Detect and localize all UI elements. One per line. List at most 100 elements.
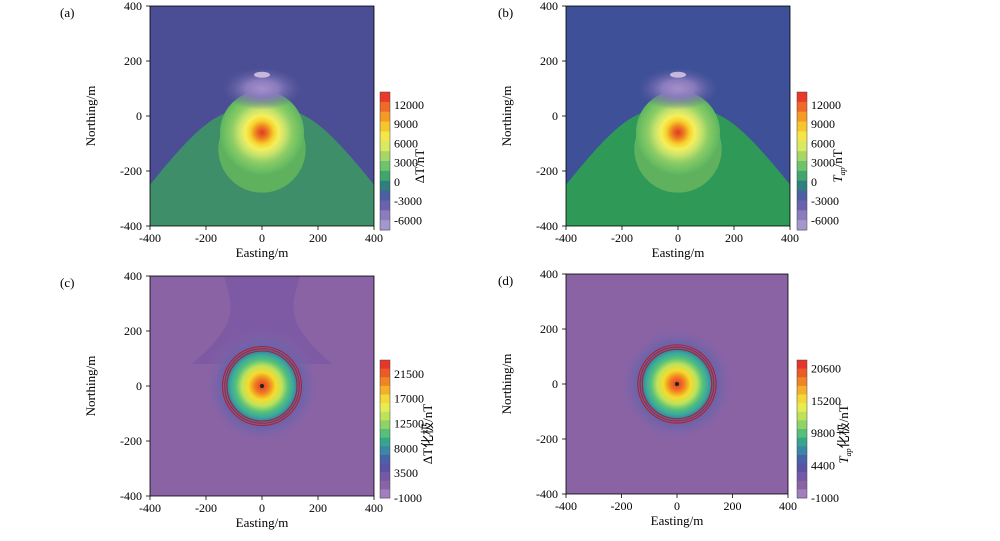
colorbar-tick-label: 4400: [811, 459, 835, 473]
colorbar-tick-label: 9800: [811, 426, 835, 440]
colorbar-tick-label: 0: [811, 175, 817, 189]
colorbar-tick-label: 17000: [394, 392, 424, 406]
y-axis-label: Northing/m: [83, 356, 98, 417]
colorbar-segment: [797, 463, 807, 473]
colorbar-segment: [797, 420, 807, 430]
red-contour-ring: [637, 344, 717, 424]
x-tick-label: 200: [309, 231, 327, 245]
x-tick-label: -400: [139, 501, 161, 515]
y-tick-label: -400: [536, 487, 558, 501]
x-tick-label: 200: [309, 501, 327, 515]
colorbar-title: ΔT化极/nT: [420, 404, 435, 464]
colorbar-segment: [797, 131, 807, 142]
colorbar-segment: [380, 420, 390, 430]
colorbar-tick-label: 12000: [811, 98, 841, 112]
colorbar-tick-label: -1000: [394, 491, 422, 505]
colorbar-segment: [380, 101, 390, 113]
colorbar-segment: [797, 454, 807, 464]
colorbar-segment: [380, 220, 390, 231]
x-axis-label: Easting/m: [652, 245, 705, 260]
x-tick-label: 200: [725, 231, 743, 245]
y-tick-label: 0: [552, 377, 558, 391]
colorbar-tick-label: 12500: [394, 416, 424, 430]
colorbar-segment: [380, 210, 390, 221]
colorbar-title: ΔT/nT: [412, 149, 427, 183]
colorbar-segment: [797, 429, 807, 439]
colorbar-segment: [380, 403, 390, 413]
colorbar-segment: [797, 92, 807, 103]
positive-anomaly: [636, 90, 720, 175]
colorbar-frame: [796, 91, 808, 231]
colorbar-segment: [380, 170, 390, 182]
colorbar-segment: [797, 111, 807, 123]
map-area: [566, 6, 790, 226]
x-axis-label: Easting/m: [236, 515, 289, 530]
colorbar-segment: [380, 446, 390, 456]
colorbar-segment: [797, 403, 807, 413]
colorbar-tick-label: 0: [394, 175, 400, 189]
colorbar-segment: [797, 190, 807, 201]
colorbar-segment: [797, 180, 807, 192]
colorbar-segment: [797, 360, 807, 370]
colorbar-frame: [796, 359, 808, 499]
colorbar-segment: [380, 394, 390, 404]
y-tick-label: 400: [124, 269, 142, 283]
colorbar-tick-label: -3000: [811, 194, 839, 208]
colorbar-title: Tap化极/nT: [836, 404, 853, 463]
colorbar-segment: [797, 141, 807, 152]
colorbar-tick-label: 12000: [394, 98, 424, 112]
panel-label: (d): [498, 273, 513, 288]
y-tick-label: 200: [124, 54, 142, 68]
colorbar-segment: [797, 489, 807, 499]
colorbar-segment: [380, 489, 390, 499]
negative-core: [254, 71, 270, 78]
x-tick-label: 0: [674, 499, 680, 513]
colorbar-segment: [797, 200, 807, 211]
map-area: [150, 276, 374, 496]
x-tick-label: -200: [611, 231, 633, 245]
map-area: [566, 274, 788, 494]
colorbar-title: Tap/nT: [830, 149, 847, 182]
colorbar-tick-label: -1000: [811, 491, 839, 505]
colorbar-segment: [380, 437, 390, 447]
red-contour-ring: [641, 348, 713, 420]
colorbar-tick-label: -6000: [811, 213, 839, 227]
y-tick-label: 0: [136, 109, 142, 123]
colorbar-tick-label: -6000: [394, 213, 422, 227]
panel-d: (d) -400 -200 0 200 400 400 200 0 -200 -400 Easting…: [498, 267, 853, 528]
y-tick-label: -200: [120, 434, 142, 448]
center-point: [260, 384, 264, 388]
x-tick-label: 0: [675, 231, 681, 245]
colorbar-tick-label: 3500: [394, 466, 418, 480]
y-axis-label: Northing/m: [499, 354, 514, 415]
y-tick-label: -400: [120, 489, 142, 503]
y-tick-label: -200: [536, 432, 558, 446]
y-tick-label: 400: [540, 267, 558, 281]
colorbar-tick-label: 6000: [394, 136, 418, 150]
panel-c: (c) -400 -200 0 200 400 400 200 0 -200 -400 Easting…: [60, 269, 435, 530]
colorbar-tick-label: -3000: [394, 194, 422, 208]
colorbar-segment: [797, 121, 807, 132]
colorbar-tick-label: 3000: [811, 156, 835, 170]
y-tick-label: 400: [124, 0, 142, 13]
x-tick-label: 0: [259, 501, 265, 515]
panel-label: (c): [60, 275, 74, 290]
colorbar-tick-label: 9000: [394, 117, 418, 131]
colorbar-tick-label: 6000: [811, 136, 835, 150]
y-tick-label: 200: [540, 322, 558, 336]
negative-anomaly: [221, 67, 303, 110]
center-point: [675, 382, 679, 386]
colorbar-tick-label: 3000: [394, 156, 418, 170]
negative-core: [670, 71, 686, 78]
colorbar-segment: [380, 463, 390, 473]
panel-label: (a): [60, 5, 74, 20]
colorbar-segment: [380, 131, 390, 142]
colorbar-segment: [797, 101, 807, 113]
x-tick-label: -200: [195, 231, 217, 245]
y-tick-label: 200: [540, 54, 558, 68]
colorbar-segment: [797, 220, 807, 231]
y-tick-label: -400: [536, 219, 558, 233]
panel-b: (b) -400 -200 0 200 400 400 200 0 -200 -400 Easting…: [498, 0, 847, 260]
x-tick-label: 400: [779, 499, 797, 513]
panel-label: (b): [498, 5, 513, 20]
